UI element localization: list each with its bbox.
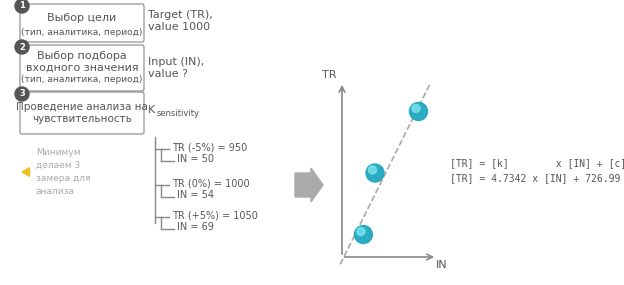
FancyBboxPatch shape: [20, 45, 144, 91]
Text: TR (+5%) = 1050: TR (+5%) = 1050: [172, 210, 258, 220]
FancyArrow shape: [295, 168, 323, 202]
Circle shape: [412, 105, 420, 113]
Text: [TR] = [k]        x [IN] + [c]: [TR] = [k] x [IN] + [c]: [450, 158, 624, 168]
Text: (тип, аналитика, период): (тип, аналитика, период): [21, 28, 143, 37]
Text: 2: 2: [19, 42, 25, 52]
Text: Проведение анализа на
чувствительность: Проведение анализа на чувствительность: [16, 102, 148, 124]
Text: Input (IN),
value ?: Input (IN), value ?: [148, 57, 204, 79]
Text: IN = 54: IN = 54: [177, 190, 214, 200]
Text: (тип, аналитика, период): (тип, аналитика, период): [21, 75, 143, 84]
Text: Target (TR),
value 1000: Target (TR), value 1000: [148, 10, 213, 32]
Text: TR: TR: [322, 70, 336, 80]
FancyBboxPatch shape: [20, 92, 144, 134]
Text: 3: 3: [19, 89, 25, 99]
FancyBboxPatch shape: [20, 4, 144, 42]
Text: sensitivity: sensitivity: [157, 109, 200, 119]
Text: IN = 69: IN = 69: [177, 222, 214, 232]
Text: Минимум
делаем 3
замера для
анализа: Минимум делаем 3 замера для анализа: [36, 148, 90, 196]
Text: [TR] = 4.7342 x [IN] + 726.99: [TR] = 4.7342 x [IN] + 726.99: [450, 173, 620, 183]
Circle shape: [15, 87, 29, 101]
Text: IN = 50: IN = 50: [177, 154, 214, 164]
Circle shape: [369, 166, 376, 174]
Text: K: K: [148, 105, 155, 115]
Text: 1: 1: [19, 1, 25, 11]
Text: TR (-5%) = 950: TR (-5%) = 950: [172, 142, 247, 152]
Circle shape: [357, 227, 365, 235]
Text: Выбор подбора
входного значения: Выбор подбора входного значения: [26, 51, 139, 72]
Circle shape: [15, 40, 29, 54]
Text: Выбор цели: Выбор цели: [47, 13, 117, 23]
Text: TR (0%) = 1000: TR (0%) = 1000: [172, 178, 250, 188]
Text: IN: IN: [436, 260, 448, 270]
Circle shape: [15, 0, 29, 13]
Circle shape: [354, 225, 373, 244]
Circle shape: [366, 164, 384, 182]
Circle shape: [409, 103, 427, 121]
